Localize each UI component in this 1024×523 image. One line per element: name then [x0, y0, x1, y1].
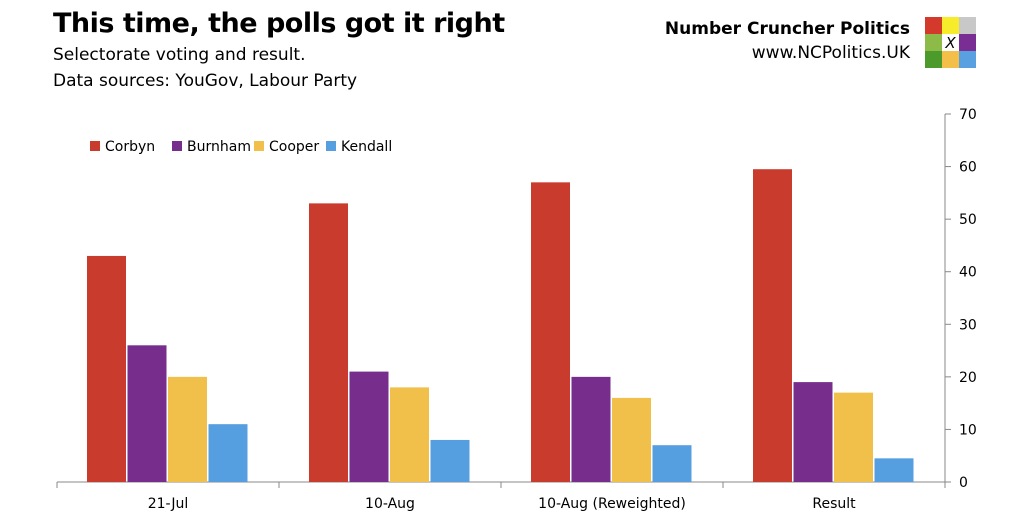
x-tick-label: 21-Jul [148, 496, 189, 512]
bar-corbyn [753, 169, 792, 482]
y-tick-label: 20 [959, 370, 977, 386]
data-sources: Data sources: YouGov, Labour Party [53, 71, 358, 91]
chart-subtitle: Selectorate voting and result. [53, 45, 306, 65]
bar-burnham [127, 345, 167, 482]
logo-square [925, 34, 942, 51]
bar-kendall [652, 445, 692, 482]
legend-swatch-cooper [254, 141, 264, 151]
legend-swatch-kendall [326, 141, 336, 151]
bar-burnham [349, 371, 389, 482]
legend-label-kendall: Kendall [341, 139, 392, 155]
legend-label-corbyn: Corbyn [105, 139, 155, 155]
logo-square [925, 17, 942, 34]
chart-title: This time, the polls got it right [53, 8, 505, 39]
legend-swatch-corbyn [90, 141, 100, 151]
bar-cooper [168, 376, 207, 482]
logo-square: X [942, 34, 959, 52]
logo-square [942, 17, 959, 34]
brand-logo: X [925, 17, 976, 68]
y-tick-label: 60 [959, 160, 977, 176]
bar-corbyn [531, 182, 570, 483]
y-tick-label: 30 [959, 317, 977, 333]
y-tick-label: 50 [959, 212, 977, 228]
logo-square [959, 34, 976, 51]
bar-burnham [571, 376, 611, 482]
bar-kendall [208, 424, 248, 482]
logo-square [959, 17, 976, 34]
y-tick-label: 70 [959, 107, 977, 123]
bar-corbyn [87, 255, 126, 482]
brand-name: Number Cruncher Politics [664, 19, 910, 39]
legend-label-burnham: Burnham [187, 139, 251, 155]
bar-corbyn [309, 203, 348, 482]
brand-url: www.NCPolitics.UK [751, 43, 910, 63]
bar-kendall [430, 439, 470, 482]
y-tick-label: 40 [959, 265, 977, 281]
bar-cooper [612, 397, 651, 482]
x-tick-label: 10-Aug (Reweighted) [538, 496, 686, 512]
y-tick-label: 0 [959, 475, 968, 491]
y-tick-label: 10 [959, 422, 977, 438]
x-tick-label: Result [812, 496, 856, 512]
bar-cooper [834, 392, 873, 482]
logo-square [925, 51, 942, 68]
legend-label-cooper: Cooper [269, 139, 319, 155]
bar-kendall [874, 458, 914, 482]
legend-swatch-burnham [172, 141, 182, 151]
logo-square [942, 51, 959, 68]
bar-burnham [793, 382, 833, 482]
logo-square [959, 51, 976, 68]
x-tick-label: 10-Aug [365, 496, 415, 512]
bar-cooper [390, 387, 429, 482]
